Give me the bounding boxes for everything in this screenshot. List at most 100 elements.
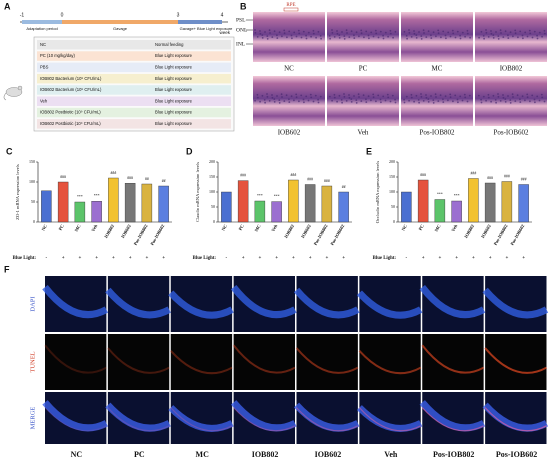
micrograph bbox=[401, 76, 473, 126]
nucleus bbox=[355, 102, 358, 104]
tissue-band bbox=[482, 402, 549, 432]
table-row bbox=[37, 119, 231, 129]
nucleus bbox=[420, 35, 423, 37]
nucleus bbox=[281, 35, 283, 38]
nucleus bbox=[461, 99, 464, 102]
significance: *** bbox=[274, 194, 280, 198]
column-label: IOB602 bbox=[315, 450, 342, 459]
y-tick-label: 50 bbox=[31, 199, 35, 204]
column-label: IOB802 bbox=[252, 450, 279, 459]
group-name: IOB602 Bacterium (10⁹ CFU/mL) bbox=[40, 87, 102, 92]
nucleus bbox=[492, 34, 495, 36]
x-tick-label: Pos-IOB602 bbox=[329, 223, 345, 246]
nucleus bbox=[360, 32, 363, 35]
treatment: Blue Light exposure bbox=[155, 110, 193, 115]
nucleus bbox=[358, 35, 360, 38]
significance: *** bbox=[94, 194, 100, 198]
nucleus bbox=[317, 98, 319, 101]
bar bbox=[91, 200, 102, 223]
nucleus bbox=[442, 101, 445, 103]
nucleus bbox=[278, 31, 281, 34]
bar bbox=[484, 182, 496, 223]
x-tick-label: MC bbox=[254, 224, 262, 233]
bar bbox=[451, 200, 462, 223]
treatment: Blue Light exposure bbox=[155, 53, 193, 58]
treatment: Blue Light exposure bbox=[155, 65, 193, 70]
nucleus bbox=[375, 32, 378, 35]
tunel-overlay bbox=[233, 407, 296, 432]
nucleus bbox=[341, 101, 343, 104]
timeline-tick: -1 bbox=[20, 12, 25, 18]
x-tick-label: Pos-IOB802 bbox=[133, 223, 149, 246]
tissue-band bbox=[293, 287, 360, 319]
treatment: Blue Light exposure bbox=[155, 76, 193, 81]
condition-sign: + bbox=[455, 256, 458, 261]
nucleus bbox=[379, 30, 382, 33]
y-tick-label: 150 bbox=[29, 159, 35, 164]
nucleus bbox=[336, 32, 339, 35]
tissue-band bbox=[230, 285, 297, 319]
significance: *** bbox=[437, 192, 443, 196]
bar bbox=[74, 201, 86, 223]
nucleus bbox=[384, 99, 387, 102]
nucleus bbox=[528, 29, 531, 32]
significance: ### bbox=[471, 171, 477, 175]
nucleus bbox=[310, 96, 313, 99]
nucleus bbox=[497, 38, 500, 40]
nucleus bbox=[290, 34, 293, 37]
nucleus bbox=[410, 36, 413, 38]
nucleus bbox=[343, 38, 346, 40]
nucleus bbox=[261, 94, 264, 97]
tunel-overlay bbox=[107, 407, 170, 432]
bar bbox=[288, 179, 299, 223]
nucleus bbox=[295, 35, 298, 38]
nucleus bbox=[350, 101, 353, 103]
nucleus bbox=[285, 94, 288, 97]
nucleus bbox=[480, 101, 483, 104]
nucleus bbox=[266, 95, 269, 98]
tissue-band bbox=[421, 344, 485, 374]
nucleus bbox=[466, 100, 469, 103]
nucleus bbox=[319, 35, 322, 37]
image-label: NC bbox=[284, 65, 294, 73]
fluorescence-image bbox=[45, 334, 107, 390]
nucleus bbox=[276, 34, 278, 37]
significance: ### bbox=[60, 175, 66, 179]
treatment: Blue Light exposure bbox=[155, 121, 193, 126]
y-tick-label: 50 bbox=[391, 204, 395, 209]
y-tick-label: 0 bbox=[393, 219, 395, 224]
nucleus bbox=[343, 93, 345, 95]
nucleus bbox=[469, 36, 471, 39]
x-tick-label: Veh bbox=[450, 223, 458, 232]
nucleus bbox=[507, 34, 509, 37]
tissue-band bbox=[358, 350, 422, 375]
nucleus bbox=[273, 101, 276, 103]
nucleus bbox=[418, 31, 420, 33]
nucleus bbox=[447, 99, 449, 102]
nucleus bbox=[413, 100, 415, 103]
nucleus bbox=[463, 93, 466, 96]
nucleus bbox=[417, 99, 420, 101]
nucleus bbox=[355, 31, 358, 34]
nucleus bbox=[365, 30, 368, 33]
condition-sign: + bbox=[438, 256, 441, 261]
x-tick-label: MC bbox=[434, 224, 442, 233]
nucleus bbox=[504, 30, 507, 33]
layer-label: INL bbox=[236, 41, 246, 47]
nucleus bbox=[372, 35, 375, 38]
nucleus bbox=[531, 94, 534, 97]
nucleus bbox=[394, 101, 397, 104]
tunel-overlay bbox=[296, 407, 359, 432]
condition-sign: + bbox=[95, 256, 98, 261]
nucleus bbox=[288, 98, 290, 101]
nucleus bbox=[389, 29, 392, 32]
tissue-band bbox=[419, 400, 486, 432]
layer-label: ONL bbox=[236, 27, 248, 33]
fluorescence-image bbox=[422, 334, 484, 390]
nucleus bbox=[268, 100, 271, 102]
bar bbox=[338, 191, 349, 223]
nucleus bbox=[297, 29, 300, 32]
nucleus bbox=[432, 99, 435, 101]
nucleus bbox=[413, 30, 415, 32]
